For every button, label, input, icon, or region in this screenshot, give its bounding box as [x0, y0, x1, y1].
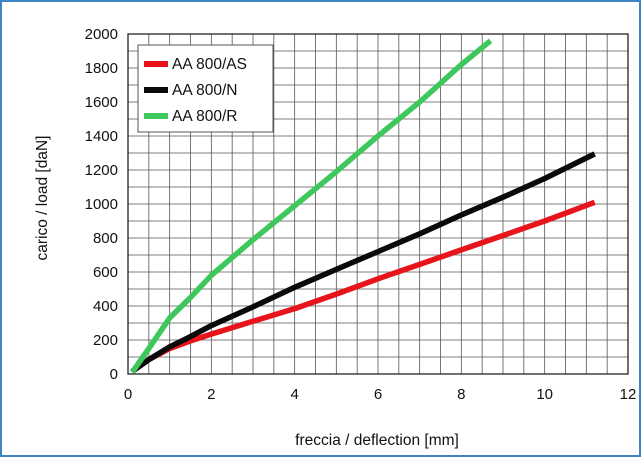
y-tick-label: 1600	[85, 94, 118, 111]
y-tick-label: 600	[93, 264, 118, 281]
x-tick-label: 4	[290, 386, 298, 403]
legend-label-aa-800-n: AA 800/N	[172, 82, 238, 99]
y-tick-label: 0	[110, 366, 118, 383]
x-tick-label: 12	[620, 386, 637, 403]
y-tick-label: 1800	[85, 60, 118, 77]
y-tick-label: 1400	[85, 128, 118, 145]
x-tick-label: 0	[124, 386, 132, 403]
y-tick-label: 1000	[85, 196, 118, 213]
y-tick-label: 200	[93, 332, 118, 349]
y-tick-label: 2000	[85, 26, 118, 43]
y-tick-label: 800	[93, 230, 118, 247]
series-line-aa-800-n	[130, 151, 596, 374]
x-tick-label: 2	[207, 386, 215, 403]
x-tick-label: 10	[536, 386, 553, 403]
tick-labels: 0 2 4 6 8 10 12 0 200 400 600 800 1000 1200 1400 1600 18…	[85, 26, 637, 403]
x-tick-label: 8	[457, 386, 465, 403]
y-axis-title: carico / load [daN]	[34, 136, 51, 261]
y-tick-label: 1200	[85, 162, 118, 179]
x-axis-title: freccia / deflection [mm]	[295, 432, 459, 449]
legend: AA 800/AS AA 800/N AA 800/R	[137, 44, 274, 133]
y-tick-label: 400	[93, 298, 118, 315]
x-tick-label: 6	[374, 386, 382, 403]
series-line-aa-800-r	[129, 38, 493, 374]
series-lines	[129, 38, 596, 374]
legend-label-aa-800-r: AA 800/R	[172, 108, 238, 125]
legend-label-aa-800-as: AA 800/AS	[172, 56, 247, 73]
plot-area-border	[127, 33, 629, 375]
